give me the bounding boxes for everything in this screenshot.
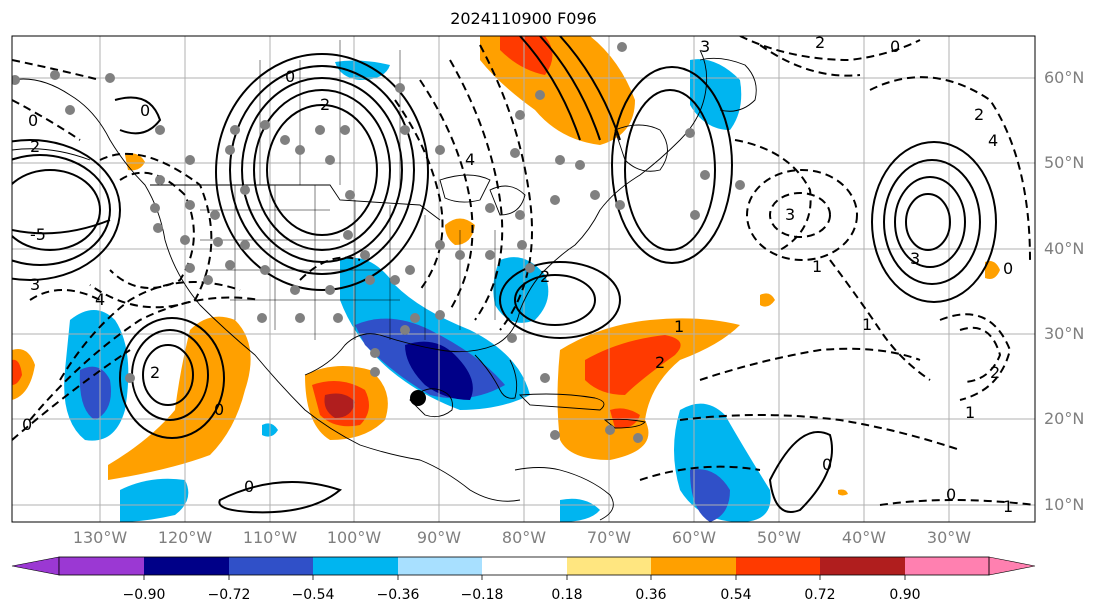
- colorbar-extend-low: [11, 556, 60, 576]
- lat-label: 20°N: [1044, 409, 1085, 428]
- lon-label: 130°W: [72, 528, 128, 547]
- colorbar-segment: [820, 557, 905, 575]
- svg-text:2: 2: [320, 95, 330, 114]
- svg-text:3: 3: [30, 275, 40, 294]
- lat-label: 50°N: [1044, 153, 1085, 172]
- colorbar-segment: [482, 557, 567, 575]
- svg-text:2: 2: [974, 105, 984, 124]
- lon-label: 80°W: [501, 528, 547, 547]
- svg-text:3: 3: [910, 249, 920, 268]
- svg-text:4: 4: [95, 290, 105, 309]
- svg-text:0: 0: [214, 400, 224, 419]
- svg-text:2: 2: [815, 33, 825, 52]
- colorbar-tick-label: −0.90: [122, 587, 166, 603]
- solid-contours: [12, 36, 997, 514]
- lon-label: 90°W: [416, 528, 462, 547]
- svg-text:2: 2: [655, 353, 665, 372]
- colorbar-segment: [398, 557, 482, 575]
- colorbar-tick-label: 0.90: [889, 587, 921, 603]
- map-title: 2024110900 F096: [450, 9, 597, 28]
- svg-text:3: 3: [700, 37, 710, 56]
- svg-text:0: 0: [822, 455, 832, 474]
- lat-label: 60°N: [1044, 68, 1085, 87]
- svg-text:3: 3: [785, 205, 795, 224]
- colorbar-segment: [59, 557, 144, 575]
- lon-label: 110°W: [242, 528, 298, 547]
- lat-label: 30°N: [1044, 324, 1085, 343]
- colorbar-tick-label: 0.54: [720, 587, 752, 603]
- svg-text:0: 0: [140, 101, 150, 120]
- svg-text:0: 0: [244, 477, 254, 496]
- svg-text:1: 1: [674, 317, 684, 336]
- map-frame: [11, 35, 1036, 523]
- lon-label: 30°W: [926, 528, 972, 547]
- colorbar-segment: [567, 557, 651, 575]
- colorbar: [11, 556, 1036, 580]
- colorbar-tick-label: 0.36: [635, 587, 667, 603]
- colorbar-tick-label: −0.54: [291, 587, 335, 603]
- svg-text:1: 1: [812, 257, 822, 276]
- colorbar-segment: [905, 557, 989, 575]
- negative-shading: [64, 59, 771, 522]
- lon-label: 40°W: [841, 528, 887, 547]
- svg-text:0: 0: [890, 37, 900, 56]
- coastlines: [12, 49, 757, 521]
- lat-label: 40°N: [1044, 239, 1085, 258]
- lon-label: 50°W: [756, 528, 802, 547]
- svg-text:4: 4: [988, 131, 998, 150]
- svg-text:4: 4: [465, 150, 475, 169]
- svg-text:-5: -5: [30, 225, 46, 244]
- svg-text:2: 2: [150, 363, 160, 382]
- colorbar-segment: [144, 557, 229, 575]
- svg-text:0: 0: [1003, 259, 1013, 278]
- svg-text:2: 2: [540, 267, 550, 286]
- colorbar-segment: [736, 557, 820, 575]
- colorbar-segment: [229, 557, 313, 575]
- colorbar-segment: [313, 557, 398, 575]
- lat-label: 10°N: [1044, 495, 1085, 514]
- svg-text:1: 1: [862, 315, 872, 334]
- svg-text:0: 0: [22, 415, 32, 434]
- dashed-contours: [12, 36, 1035, 506]
- colorbar-tick-label: 0.18: [551, 587, 583, 603]
- colorbar-tick-label: −0.36: [376, 587, 420, 603]
- svg-text:2: 2: [990, 363, 1000, 382]
- svg-text:2: 2: [30, 137, 40, 156]
- contour-labels: 0 0 0 0 0 0 0 0 0 0 2 2 2 2 2 2 3 3 4 4 …: [22, 33, 1013, 516]
- storm-marker: [410, 390, 426, 406]
- colorbar-tick-label: −0.18: [460, 587, 504, 603]
- lon-label: 100°W: [326, 528, 382, 547]
- colorbar-segment: [651, 557, 736, 575]
- colorbar-extend-high: [988, 556, 1036, 576]
- station-markers: [12, 42, 745, 443]
- lon-label: 120°W: [157, 528, 213, 547]
- lon-label: 60°W: [671, 528, 717, 547]
- colorbar-tick-label: 0.72: [804, 587, 836, 603]
- colorbar-tick-label: −0.72: [207, 587, 251, 603]
- svg-text:0: 0: [285, 67, 295, 86]
- lon-label: 70°W: [586, 528, 632, 547]
- svg-text:0: 0: [946, 485, 956, 504]
- svg-text:0: 0: [28, 111, 38, 130]
- svg-text:1: 1: [1003, 497, 1013, 516]
- svg-text:1: 1: [965, 403, 975, 422]
